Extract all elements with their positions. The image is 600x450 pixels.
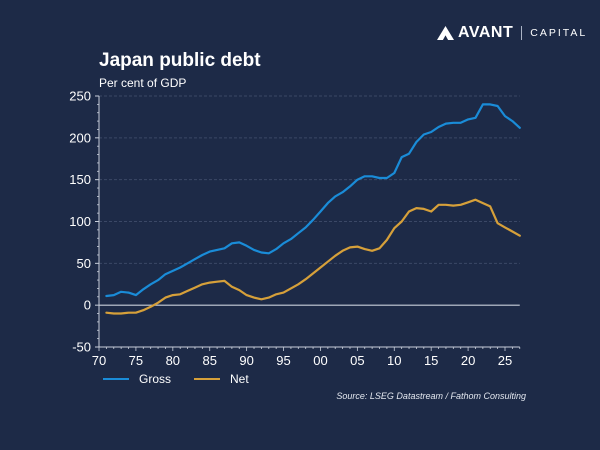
x-tick-label: 95	[276, 353, 290, 368]
y-tick-label: 100	[69, 214, 91, 229]
x-tick-label: 25	[498, 353, 512, 368]
x-tick-label: 70	[92, 353, 106, 368]
brand-name: AVANT	[458, 24, 514, 41]
y-tick-label: 50	[77, 256, 91, 271]
x-tick-label: 80	[166, 353, 180, 368]
legend-label-net: Net	[230, 372, 249, 386]
source-note: Source: LSEG Datastream / Fathom Consult…	[336, 391, 526, 401]
y-tick-label: 200	[69, 130, 91, 145]
x-tick-label: 20	[461, 353, 475, 368]
legend-swatch-gross	[103, 378, 129, 380]
x-tick-labels: 70 75 80 85 90 95 00 05 10 15 20 25	[92, 353, 512, 368]
legend-item-net: Net	[194, 372, 249, 386]
axes	[95, 95, 521, 351]
y-tick-label: -50	[72, 340, 91, 355]
legend: Gross Net	[103, 372, 272, 386]
avant-logo-icon	[437, 26, 454, 40]
legend-label-gross: Gross	[139, 372, 172, 386]
x-tick-label: 75	[129, 353, 143, 368]
x-tick-label: 10	[387, 353, 401, 368]
brand-suffix: CAPITAL	[530, 27, 588, 39]
x-tick-label: 85	[202, 353, 216, 368]
series-line-net	[105, 198, 521, 315]
y-tick-label: 0	[84, 298, 91, 313]
x-tick-label: 90	[239, 353, 253, 368]
series-lines	[105, 103, 521, 315]
series-line-gross	[105, 103, 521, 298]
y-tick-label: 250	[69, 89, 91, 104]
legend-swatch-net	[194, 378, 221, 380]
x-tick-label: 05	[350, 353, 364, 368]
chart-subtitle: Per cent of GDP	[99, 76, 187, 90]
brand-logo: AVANT CAPITAL	[437, 24, 587, 42]
brand-divider	[521, 26, 523, 40]
x-tick-label: 15	[424, 353, 438, 368]
x-tick-label: 00	[313, 353, 327, 368]
y-tick-label: 150	[69, 172, 91, 187]
y-tick-labels: -50 0 50 100 150 200 250	[69, 89, 91, 355]
chart-title: Japan public debt	[99, 50, 261, 71]
gridlines	[99, 95, 520, 264]
legend-item-gross: Gross	[103, 372, 171, 386]
